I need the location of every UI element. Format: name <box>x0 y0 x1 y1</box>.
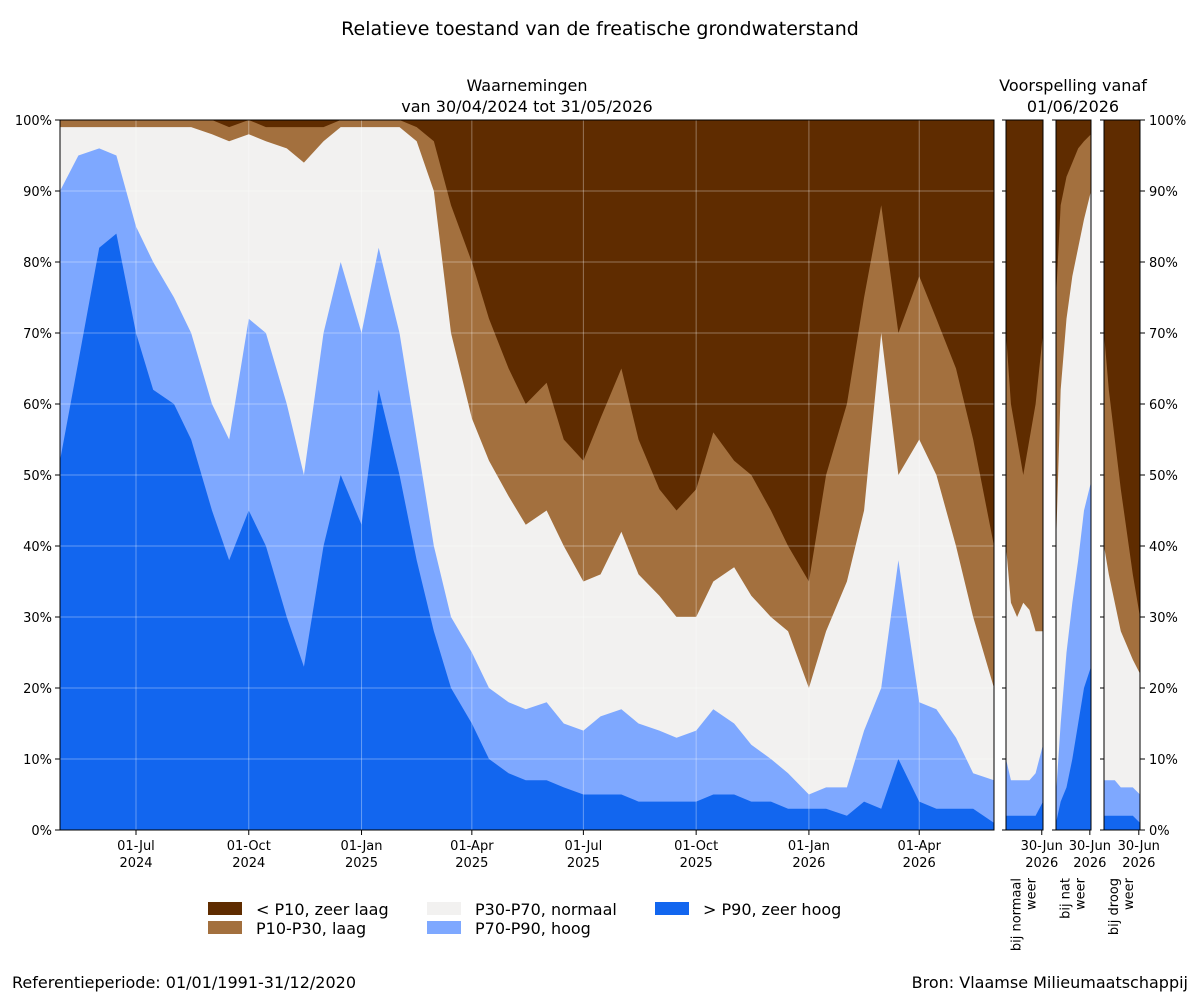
x-tick-label-year: 2024 <box>119 856 152 871</box>
legend-swatch-zeer_hoog <box>655 902 689 915</box>
legend-label-zeer_laag: < P10, zeer laag <box>256 900 389 919</box>
x-tick-label-date: 01-Apr <box>450 839 494 854</box>
y-tick-label-left: 50% <box>23 469 52 484</box>
x-tick-label-date: 01-Oct <box>227 839 271 854</box>
forecast-x-tick-label-year: 2026 <box>1073 856 1106 871</box>
forecast-2-area-normaal <box>1104 546 1140 830</box>
legend-label-hoog: P70-P90, hoog <box>475 919 591 938</box>
y-tick-label-left: 30% <box>23 611 52 626</box>
y-tick-label-right: 20% <box>1149 682 1178 697</box>
x-tick-label-date: 01-Jan <box>788 839 830 854</box>
y-tick-label-right: 10% <box>1149 753 1178 768</box>
forecast-x-tick-label-year: 2026 <box>1025 856 1058 871</box>
y-tick-label-right: 40% <box>1149 540 1178 555</box>
x-tick-label-date: 01-Apr <box>898 839 942 854</box>
legend-swatch-laag <box>208 921 242 934</box>
y-tick-label-left: 20% <box>23 682 52 697</box>
observations-area-zeer_hoog <box>60 233 994 831</box>
y-tick-label-right: 70% <box>1149 327 1178 342</box>
forecast-x-tick-label-date: 30-Jun <box>1118 839 1160 854</box>
forecast-0-area-normaal <box>1006 546 1043 830</box>
y-tick-label-right: 80% <box>1149 256 1178 271</box>
y-tick-label-left: 10% <box>23 753 52 768</box>
x-tick-label-year: 2025 <box>567 856 600 871</box>
y-tick-label-left: 80% <box>23 256 52 271</box>
forecast-panel-label-line2: weer <box>1025 877 1040 910</box>
y-tick-label-right: 30% <box>1149 611 1178 626</box>
y-tick-label-left: 0% <box>31 824 52 839</box>
legend-swatch-hoog <box>427 921 461 934</box>
legend-label-laag: P10-P30, laag <box>256 919 366 938</box>
observations-title-line2: van 30/04/2024 tot 31/05/2026 <box>401 97 652 116</box>
legend-swatch-zeer_laag <box>208 902 242 915</box>
x-tick-label-year: 2025 <box>345 856 378 871</box>
x-tick-label-date: 01-Jul <box>117 839 155 854</box>
x-tick-label-year: 2026 <box>792 856 825 871</box>
source-credit: Bron: Vlaamse Milieumaatschappij <box>911 973 1188 992</box>
y-tick-label-right: 60% <box>1149 398 1178 413</box>
forecast-1-area-zeer_hoog <box>1056 666 1091 830</box>
x-tick-label-date: 01-Jul <box>565 839 603 854</box>
forecast-panel-label-1: bij nat weer <box>1059 877 1089 919</box>
forecast-panel-label-line1: bij normaal <box>1010 878 1025 951</box>
forecast-title-line2: 01/06/2026 <box>1027 97 1119 116</box>
legend-swatch-normaal <box>427 902 461 915</box>
forecast-2-area-zeer_hoog <box>1104 815 1140 830</box>
chart-title: Relatieve toestand van de freatische gro… <box>341 18 859 40</box>
forecast-panel-label-0: bij normaal weer <box>1010 877 1040 951</box>
forecast-x-tick-label-date: 30-Jun <box>1021 839 1063 854</box>
y-tick-label-left: 40% <box>23 540 52 555</box>
chart: Relatieve toestand van de freatische gro… <box>15 18 1186 951</box>
legend-label-zeer_hoog: > P90, zeer hoog <box>703 900 841 919</box>
y-tick-label-left: 100% <box>15 114 52 129</box>
x-tick-label-year: 2024 <box>232 856 265 871</box>
y-tick-label-right: 0% <box>1149 824 1170 839</box>
reference-period: Referentieperiode: 01/01/1991-31/12/2020 <box>12 973 356 992</box>
forecast-x-tick-label-year: 2026 <box>1122 856 1155 871</box>
forecast-panel-label-line2: weer <box>1074 877 1089 910</box>
forecast-panel-label-line1: bij droog <box>1107 878 1122 935</box>
forecast-panel-label-line1: bij nat <box>1059 878 1074 919</box>
y-tick-label-left: 60% <box>23 398 52 413</box>
x-tick-label-year: 2025 <box>455 856 488 871</box>
x-tick-label-year: 2025 <box>680 856 713 871</box>
legend-label-normaal: P30-P70, normaal <box>475 900 617 919</box>
forecast-0-area-hoog <box>1006 744 1043 830</box>
observations-title-line1: Waarnemingen <box>467 76 588 95</box>
y-tick-label-left: 70% <box>23 327 52 342</box>
y-tick-label-left: 90% <box>23 185 52 200</box>
forecast-panel-label-2: bij droog weer <box>1107 877 1137 935</box>
y-tick-label-right: 100% <box>1149 114 1186 129</box>
x-tick-label-date: 01-Oct <box>674 839 718 854</box>
forecast-title-line1: Voorspelling vanaf <box>999 76 1147 95</box>
x-tick-label-year: 2026 <box>903 856 936 871</box>
plot-area: 0% 10% 20% 30% 40% 50% 60% 70% 80% 90% 100% 01-Jul 2… <box>15 114 1186 951</box>
y-tick-label-right: 90% <box>1149 185 1178 200</box>
forecast-0-area-zeer_hoog <box>1006 801 1043 830</box>
forecast-x-tick-label-date: 30-Jun <box>1069 839 1111 854</box>
y-tick-label-right: 50% <box>1149 469 1178 484</box>
x-tick-label-date: 01-Jan <box>341 839 383 854</box>
forecast-panel-label-line2: weer <box>1122 877 1137 910</box>
